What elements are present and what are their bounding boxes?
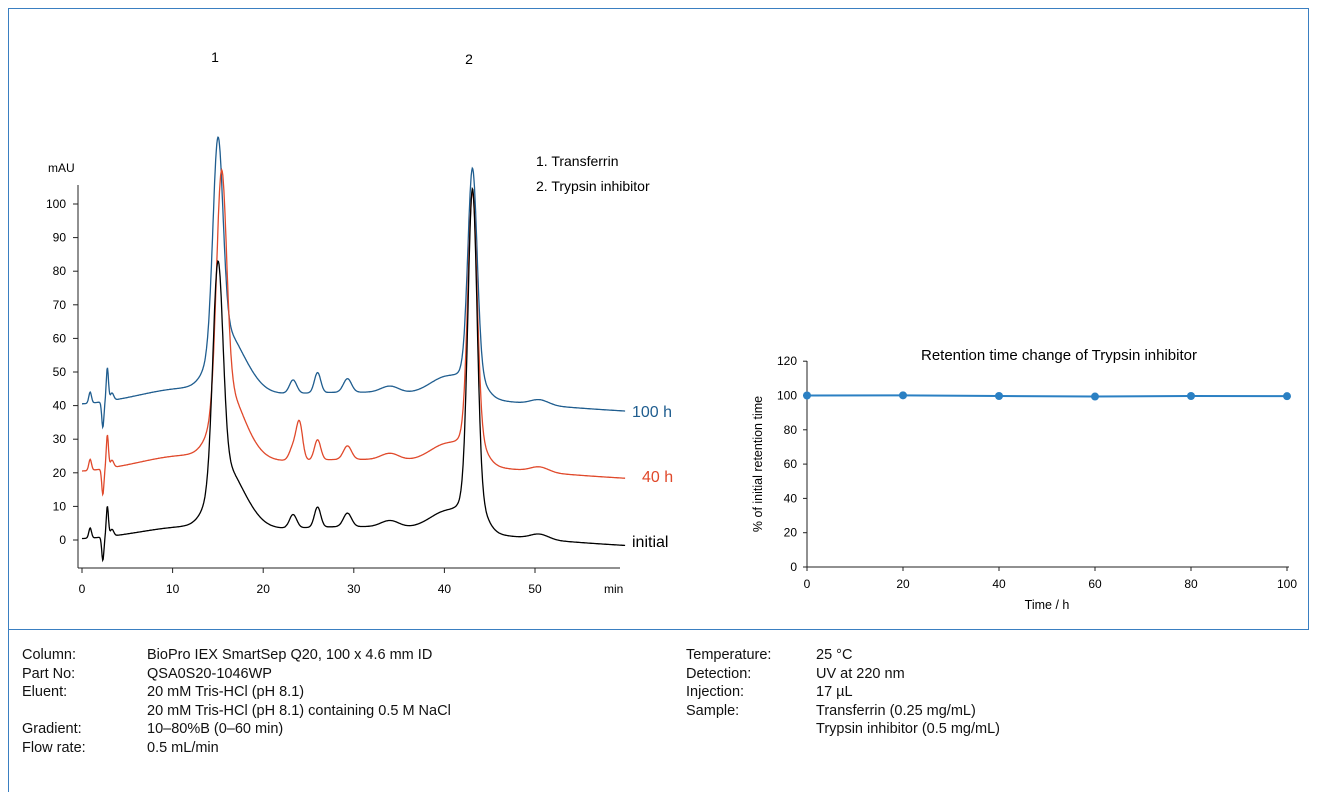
condition-value: BioPro IEX SmartSep Q20, 100 x 4.6 mm ID bbox=[147, 647, 433, 663]
y-tick-label: 80 bbox=[53, 264, 67, 278]
condition-label: Part No: bbox=[22, 665, 76, 682]
ret-y-tick-label: 80 bbox=[784, 423, 798, 437]
condition-label: Flow rate: bbox=[22, 739, 86, 756]
y-tick-label: 70 bbox=[53, 298, 67, 312]
chromatogram-y-unit: mAU bbox=[48, 161, 75, 175]
condition-row: Trypsin inhibitor (0.5 mg/mL) bbox=[686, 720, 1000, 739]
chromatogram-x-unit: min bbox=[604, 582, 623, 596]
condition-label: Sample: bbox=[686, 702, 740, 719]
y-tick-label: 30 bbox=[53, 432, 67, 446]
ret-x-tick-label: 60 bbox=[1088, 577, 1102, 591]
x-tick-label: 0 bbox=[79, 582, 86, 596]
retention-chart-title: Retention time change of Trypsin inhibit… bbox=[921, 347, 1197, 364]
retention-x-label: Time / h bbox=[1025, 598, 1070, 612]
retention-point bbox=[803, 391, 811, 400]
ret-x-tick-label: 20 bbox=[896, 577, 910, 591]
condition-value: 20 mM Tris-HCl (pH 8.1) containing 0.5 M… bbox=[147, 702, 451, 719]
ret-y-tick-label: 60 bbox=[784, 457, 798, 471]
condition-label: Column: bbox=[22, 647, 76, 663]
y-tick-label: 90 bbox=[53, 231, 67, 245]
condition-value: 20 mM Tris-HCl (pH 8.1) bbox=[147, 684, 305, 700]
condition-row: Temperature: 25 °C bbox=[686, 646, 852, 665]
condition-label: Injection: bbox=[686, 684, 745, 700]
condition-row: 20 mM Tris-HCl (pH 8.1) containing 0.5 M… bbox=[22, 702, 451, 721]
retention-point bbox=[995, 392, 1003, 401]
ret-x-tick-label: 0 bbox=[804, 577, 811, 591]
series-label-100h: 100 h bbox=[632, 404, 672, 421]
ret-y-tick-label: 40 bbox=[784, 491, 798, 505]
series-label-40h: 40 h bbox=[642, 469, 673, 486]
ret-x-tick-label: 80 bbox=[1184, 577, 1198, 591]
x-tick-label: 30 bbox=[347, 582, 361, 596]
peak-label-1: 1 bbox=[211, 49, 219, 65]
trace-100h bbox=[82, 136, 626, 430]
condition-value: 17 µL bbox=[816, 684, 853, 700]
condition-value: 25 °C bbox=[816, 647, 853, 663]
condition-label: Gradient: bbox=[22, 721, 82, 737]
peak-annotation-2: 2. Trypsin inhibitor bbox=[536, 178, 650, 194]
ret-y-tick-label: 120 bbox=[777, 354, 797, 368]
series-label-initial: initial bbox=[632, 534, 668, 551]
retention-y-label: % of initial retention time bbox=[751, 396, 765, 532]
y-tick-label: 50 bbox=[53, 365, 67, 379]
condition-row: Injection: 17 µL bbox=[686, 683, 853, 702]
condition-value: 10–80%B (0–60 min) bbox=[147, 721, 284, 737]
retention-point bbox=[899, 391, 907, 400]
condition-row: Column: BioPro IEX SmartSep Q20, 100 x 4.… bbox=[22, 646, 432, 665]
x-tick-label: 10 bbox=[166, 582, 180, 596]
condition-row: Detection: UV at 220 nm bbox=[686, 665, 905, 684]
ret-x-tick-label: 100 bbox=[1277, 577, 1297, 591]
retention-point bbox=[1283, 392, 1291, 401]
y-tick-label: 40 bbox=[53, 399, 67, 413]
trace-initial bbox=[81, 186, 626, 563]
y-tick-label: 60 bbox=[53, 331, 67, 345]
retention-point bbox=[1091, 392, 1099, 401]
condition-label: Temperature: bbox=[686, 647, 772, 663]
condition-value: Trypsin inhibitor (0.5 mg/mL) bbox=[816, 721, 1000, 737]
condition-label: Detection: bbox=[686, 665, 752, 682]
condition-row: Flow rate: 0.5 mL/min bbox=[22, 739, 219, 758]
condition-value: Transferrin (0.25 mg/mL) bbox=[816, 702, 976, 719]
condition-value: UV at 220 nm bbox=[816, 665, 905, 682]
ret-x-tick-label: 40 bbox=[992, 577, 1006, 591]
condition-label: Eluent: bbox=[22, 684, 68, 700]
condition-row: Gradient: 10–80%B (0–60 min) bbox=[22, 720, 283, 739]
peak-label-2: 2 bbox=[465, 51, 473, 67]
peak-annotation-1: 1. Transferrin bbox=[536, 153, 618, 169]
frame-left-rule bbox=[8, 629, 10, 792]
condition-value: 0.5 mL/min bbox=[147, 739, 219, 756]
retention-point bbox=[1187, 392, 1195, 401]
ret-y-tick-label: 20 bbox=[784, 526, 798, 540]
condition-row: Eluent: 20 mM Tris-HCl (pH 8.1) bbox=[22, 683, 304, 702]
condition-row: Sample: Transferrin (0.25 mg/mL) bbox=[686, 702, 976, 721]
y-tick-label: 20 bbox=[53, 466, 67, 480]
trace-40h bbox=[82, 167, 626, 497]
y-tick-label: 10 bbox=[53, 499, 67, 513]
ret-y-tick-label: 0 bbox=[790, 560, 797, 574]
y-tick-label: 100 bbox=[46, 197, 66, 211]
x-tick-label: 20 bbox=[257, 582, 271, 596]
x-tick-label: 50 bbox=[528, 582, 542, 596]
condition-row: Part No: QSA0S20-1046WP bbox=[22, 665, 272, 684]
ret-y-tick-label: 100 bbox=[777, 389, 797, 403]
condition-value: QSA0S20-1046WP bbox=[147, 665, 272, 682]
chart-frame bbox=[8, 8, 1309, 630]
retention-line bbox=[806, 394, 1288, 398]
y-tick-label: 0 bbox=[59, 533, 66, 547]
x-tick-label: 40 bbox=[438, 582, 452, 596]
